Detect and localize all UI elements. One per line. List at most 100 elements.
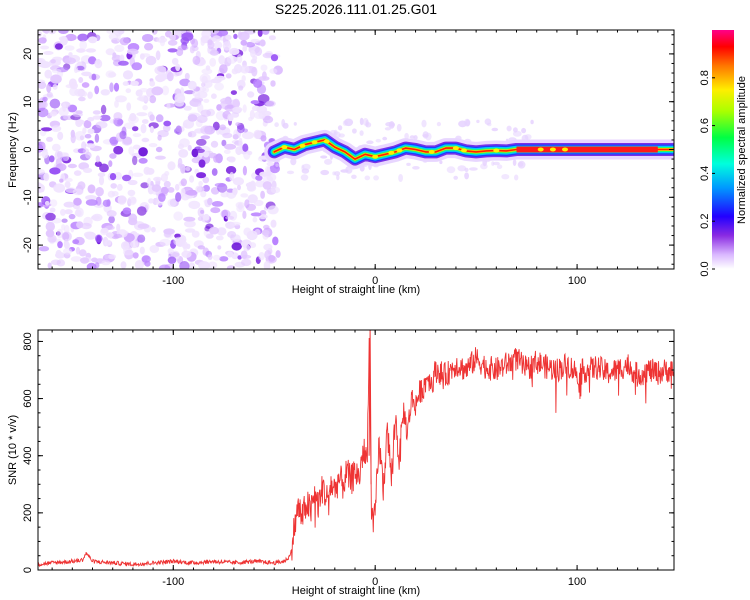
spectrogram-noise-speck — [412, 166, 420, 170]
colorbar-ticks: 0.0 0.2 0.4 0.6 0.8 — [699, 70, 715, 277]
spectrogram-noise-speck — [41, 149, 49, 159]
spectrogram-noise-speck — [82, 148, 90, 155]
spectrogram-noise-speck — [56, 150, 63, 159]
spectrogram-noise-speck — [184, 72, 190, 80]
spectrogram-noise-speck — [265, 100, 276, 107]
spectrogram-noise-speck — [45, 212, 56, 221]
spectrogram-noise-speck — [57, 131, 64, 141]
spectrogram-noise-speck — [208, 226, 220, 235]
spectrogram-noise-speck — [138, 147, 148, 157]
y-tick-label: 0 — [22, 567, 34, 573]
spectrogram-noise-speck — [78, 96, 86, 102]
spectrogram-noise-speck — [119, 130, 127, 140]
spectrogram-noise-speck — [290, 157, 297, 166]
spectrogram-noise-speck — [122, 207, 132, 215]
spectrogram-noise-speck — [43, 172, 50, 182]
spectrogram-noise-speck — [436, 121, 441, 127]
spectrogram-noise-speck — [261, 30, 270, 35]
spectrogram-noise-speck — [201, 82, 206, 88]
y-tick-label: -10 — [22, 189, 34, 205]
y-tick-label: 10 — [22, 96, 34, 108]
spectrogram-noise-speck — [464, 172, 469, 180]
spectrogram-noise-speck — [282, 122, 289, 129]
spectrogram-noise-speck — [217, 245, 222, 250]
spectrogram-noise-speck — [118, 60, 129, 66]
spectrogram-noise-speck — [195, 185, 202, 193]
spectrogram-noise-speck — [149, 125, 154, 134]
spectrogram-noise-speck — [213, 155, 220, 163]
spectrogram-noise-speck — [167, 187, 175, 193]
spectrogram-noise-speck — [83, 231, 95, 238]
spectrogram-noise-speck — [38, 246, 50, 252]
spectrogram-noise-speck — [155, 146, 163, 153]
spectrogram-noise-speck — [40, 45, 50, 50]
spectrogram-noise-speck — [141, 119, 149, 124]
spectrogram-noise-speck — [40, 101, 48, 109]
spectrogram-noise-speck — [344, 118, 354, 127]
spectrogram-noise-speck — [114, 44, 125, 53]
spectrogram-noise-speck — [76, 221, 84, 229]
spectrogram-noise-speck — [51, 143, 61, 152]
spectrogram-noise-speck — [175, 63, 181, 72]
colorbar-tick-label: 0.4 — [699, 166, 711, 181]
spectrogram-noise-speck — [38, 37, 47, 44]
spectrogram-noise-speck — [251, 66, 258, 77]
spectrogram-noise-speck — [49, 98, 61, 109]
spectrogram-noise-speck — [501, 174, 510, 180]
spectrogram-noise-speck — [366, 140, 374, 145]
spectrogram-noise-speck — [39, 61, 51, 69]
spectrogram-noise-speck — [266, 161, 275, 167]
spectrogram-noise-speck — [53, 183, 66, 193]
spectrogram-noise-speck — [97, 172, 106, 178]
spectrogram-noise-speck — [62, 102, 67, 112]
spectrogram-noise-speck — [180, 164, 186, 174]
spectrogram-noise-speck — [218, 55, 226, 65]
spectrogram-noise-speck — [259, 171, 269, 177]
spectrogram-noise-speck — [230, 90, 237, 95]
spectrogram-noise-speck — [82, 127, 87, 134]
spectrogram-noise-speck — [76, 65, 85, 71]
spectrogram-noise-speck — [151, 226, 156, 233]
spectrogram-noise-speck — [233, 33, 238, 40]
spectrogram-noise-speck — [385, 122, 394, 127]
spectrogram-noise-speck — [40, 127, 53, 132]
spectrogram-noise-speck — [240, 39, 248, 46]
spectrogram-noise-speck — [155, 50, 161, 61]
spectrogram-noise-speck — [158, 264, 171, 269]
spectrogram-noise-speck — [101, 260, 111, 266]
spectrogram-noise-speck — [324, 158, 333, 165]
spectrogram-noise-speck — [84, 133, 92, 139]
spectrogram-noise-speck — [270, 80, 276, 87]
spectrogram-noise-speck — [240, 65, 250, 74]
y-tick-label: 600 — [22, 389, 34, 407]
spectrogram-noise-speck — [67, 104, 78, 113]
spectrogram-noise-speck — [222, 132, 233, 139]
chart-title: S225.2026.111.01.25.G01 — [275, 1, 437, 17]
spectrogram-noise-speck — [359, 117, 364, 126]
spectrogram-noise-speck — [262, 115, 274, 124]
spectrogram-noise-speck — [61, 231, 72, 242]
spectrogram-noise-speck — [240, 193, 249, 198]
spectrogram-noise-speck — [270, 54, 279, 62]
spectrogram-noise-speck — [421, 119, 427, 128]
spectrogram-noise-speck — [50, 74, 62, 84]
spectrogram-noise-speck — [38, 169, 45, 175]
spectrogram-noise-speck — [232, 177, 244, 186]
spectrogram-y-axis-label: Frequency (Hz) — [7, 112, 19, 188]
spectrogram-noise-speck — [252, 216, 258, 223]
spectrogram-noise-speck — [158, 193, 166, 202]
spectrogram-noise-speck — [242, 210, 247, 219]
spectrogram-noise-speck — [243, 244, 251, 252]
spectrogram-noise-speck — [99, 114, 111, 122]
spectrogram-noise-speck — [214, 75, 226, 81]
spectrogram-noise-speck — [140, 182, 149, 189]
spectrogram-noise-speck — [50, 59, 56, 64]
x-tick-label: 0 — [372, 576, 378, 588]
spectrogram-noise-speck — [70, 82, 78, 90]
spectrogram-noise-speck — [216, 30, 229, 37]
spectrogram-noise-speck — [203, 213, 210, 221]
spectrogram-noise-speck — [240, 250, 248, 259]
spectrogram-noise-speck — [64, 209, 73, 215]
spectrogram-noise-speck — [219, 256, 229, 262]
spectrogram-noise-speck — [167, 48, 178, 53]
